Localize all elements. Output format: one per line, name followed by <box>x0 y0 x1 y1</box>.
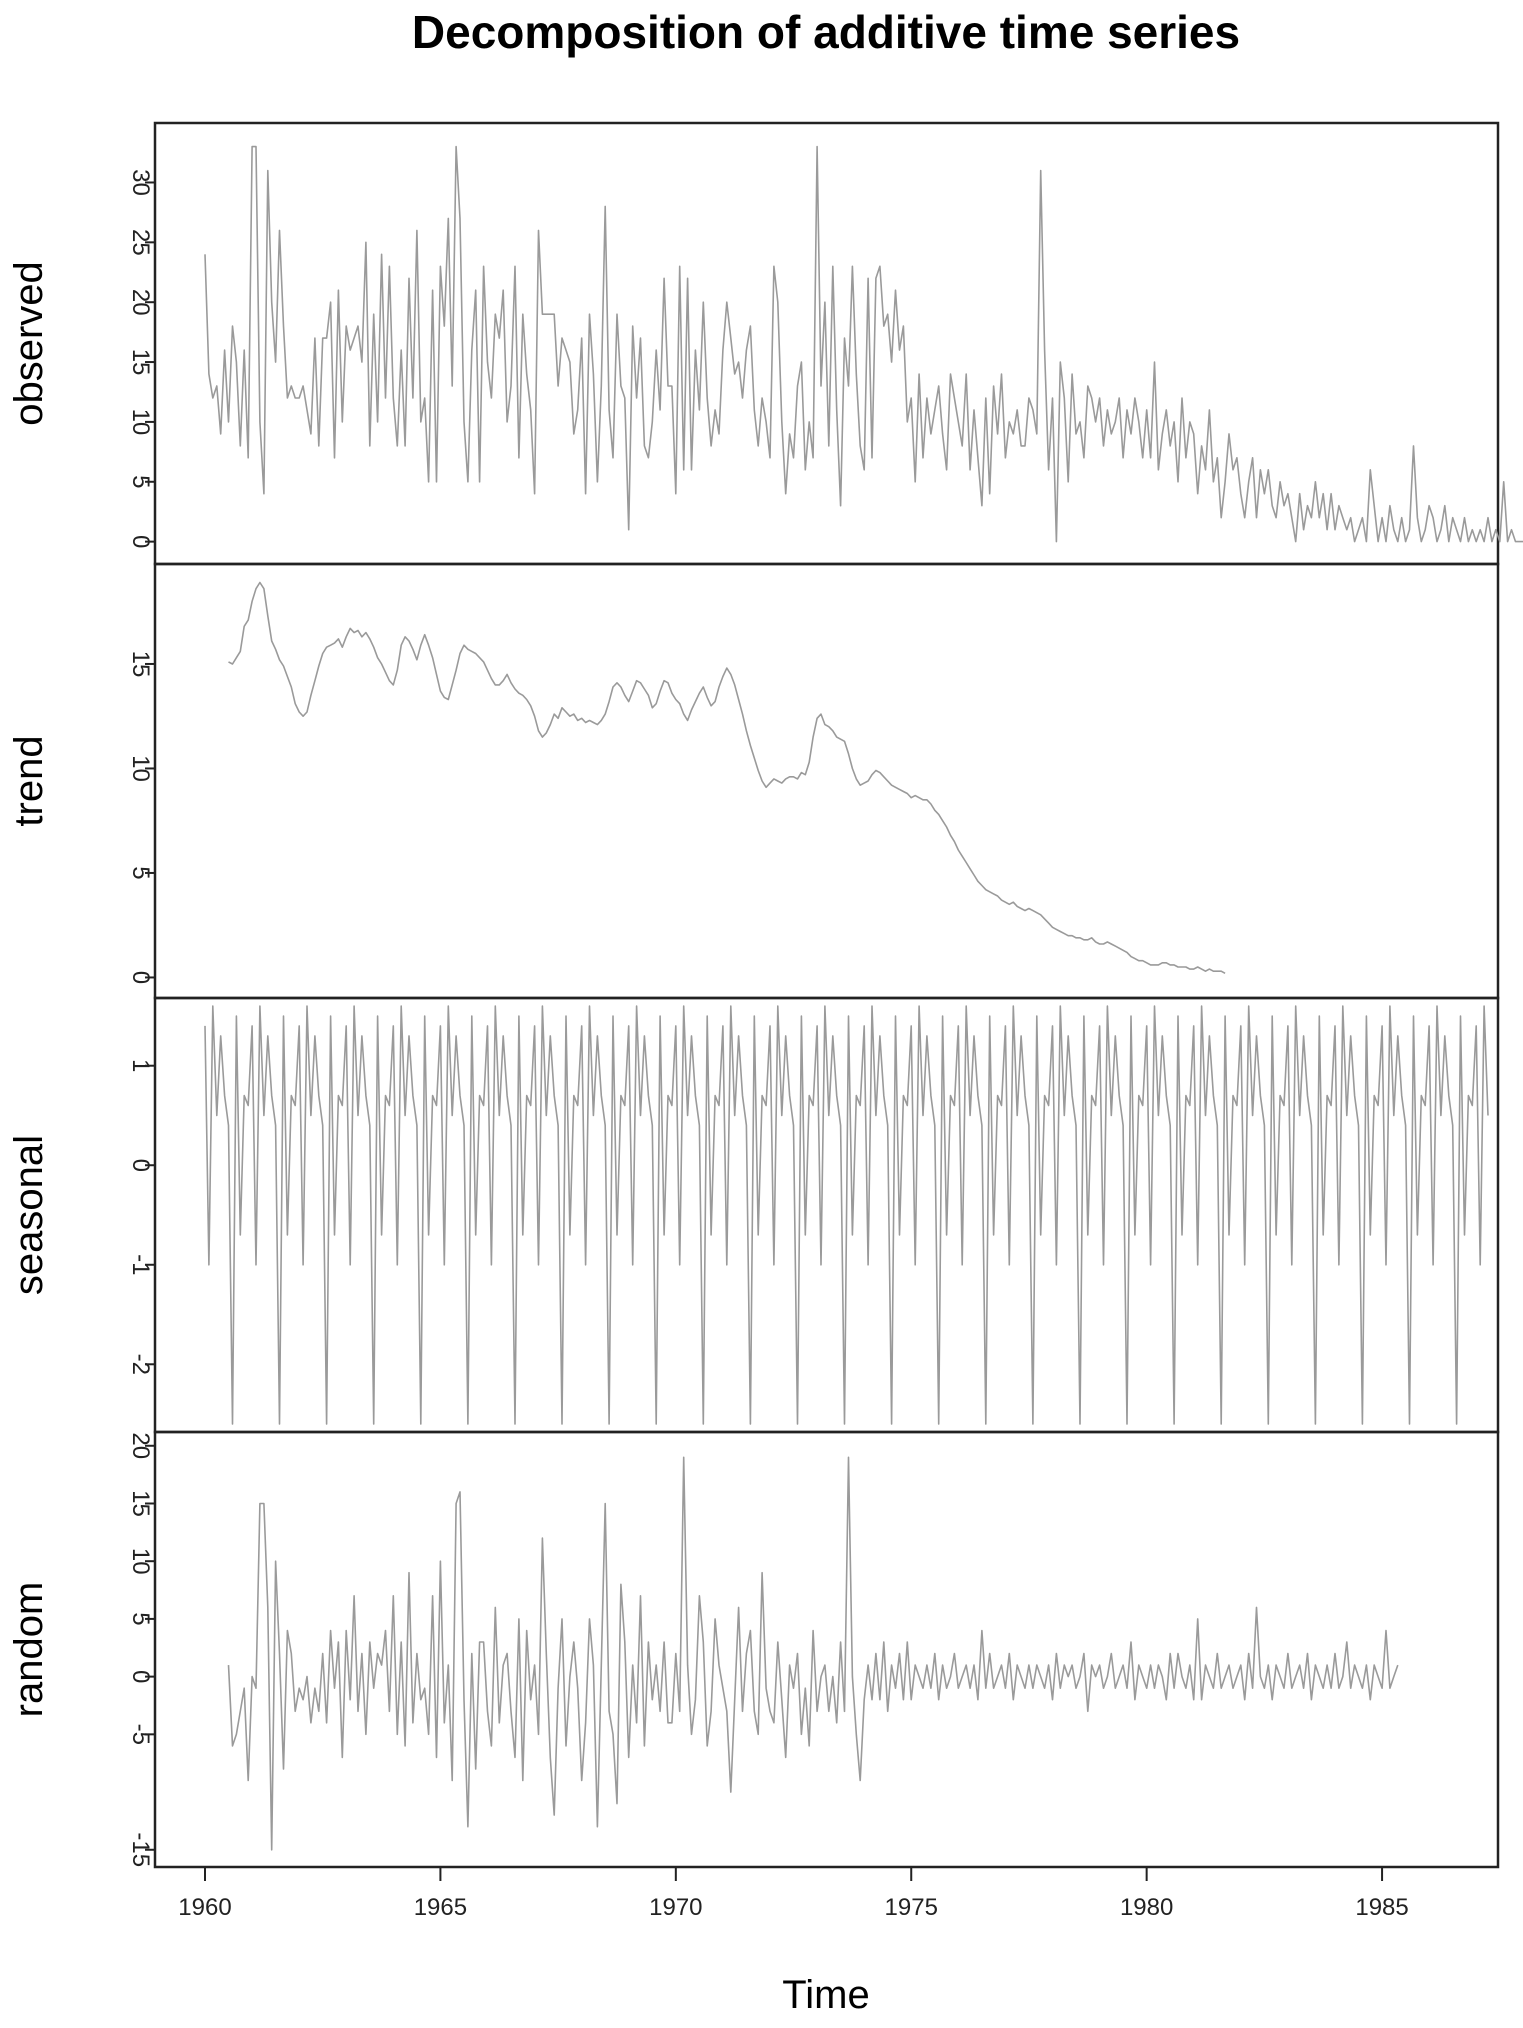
y-axis-label-observed: observed <box>7 261 51 426</box>
x-tick-label: 1965 <box>414 1894 467 1921</box>
y-tick-label-random: -5 <box>127 1724 154 1745</box>
y-axis-label-seasonal: seasonal <box>7 1135 51 1295</box>
y-tick-label-observed: 0 <box>127 535 154 548</box>
y-tick-label-observed: 15 <box>127 349 154 376</box>
y-tick-label-observed: 20 <box>127 289 154 316</box>
x-tick-label: 1975 <box>885 1894 938 1921</box>
y-tick-label-random: 0 <box>127 1670 154 1683</box>
y-tick-label-random: -15 <box>127 1832 154 1867</box>
y-tick-label-observed: 5 <box>127 475 154 488</box>
x-axis: 1960 1965 1970 1975 1980 1985 <box>178 1867 1409 1921</box>
y-tick-label-seasonal: -1 <box>127 1254 154 1275</box>
y-tick-label-observed: 10 <box>127 409 154 436</box>
y-axis-label-trend: trend <box>7 735 51 826</box>
panel-observed: observed 0 5 10 15 20 25 30 <box>7 121 1523 566</box>
y-tick-label-trend: 15 <box>127 651 154 678</box>
y-tick-label-observed: 30 <box>127 169 154 196</box>
series-line-observed <box>204 145 1523 543</box>
y-tick-label-trend: 5 <box>127 866 154 879</box>
series-line-seasonal <box>204 1005 1489 1425</box>
series-line-trend <box>228 581 1226 975</box>
panels-group: observed051015202530trend051015seasonal-… <box>7 121 1523 1869</box>
x-axis-label: Time <box>782 1973 869 2017</box>
y-tick-label-trend: 0 <box>127 971 154 984</box>
panel-frame-random <box>153 1430 1500 1869</box>
y-tick-label-random: 15 <box>127 1490 154 1517</box>
y-tick-label-observed: 25 <box>127 229 154 256</box>
series-line-random <box>227 1456 1399 1851</box>
y-tick-label-seasonal: 0 <box>127 1159 154 1172</box>
x-tick-label: 1980 <box>1120 1894 1173 1921</box>
x-tick-label: 1985 <box>1355 1894 1408 1921</box>
x-tick-label: 1960 <box>178 1894 231 1921</box>
panel-seasonal: seasonal -2 -1 0 1 <box>7 996 1500 1434</box>
y-axis-label-random: random <box>7 1582 51 1718</box>
y-tick-label-seasonal: -2 <box>127 1354 154 1375</box>
y-tick-label-random: 10 <box>127 1548 154 1575</box>
y-tick-label-trend: 10 <box>127 755 154 782</box>
chart-title: Decomposition of additive time series <box>412 6 1240 58</box>
x-tick-label: 1970 <box>649 1894 702 1921</box>
panel-trend: trend 0 5 10 15 <box>7 562 1500 1000</box>
panel-frame-trend <box>153 562 1500 1000</box>
y-tick-label-random: 5 <box>127 1612 154 1625</box>
panel-random: random -15 -5 0 5 10 15 20 <box>7 1430 1500 1869</box>
y-tick-label-seasonal: 1 <box>127 1059 154 1072</box>
y-tick-label-random: 20 <box>127 1432 154 1459</box>
